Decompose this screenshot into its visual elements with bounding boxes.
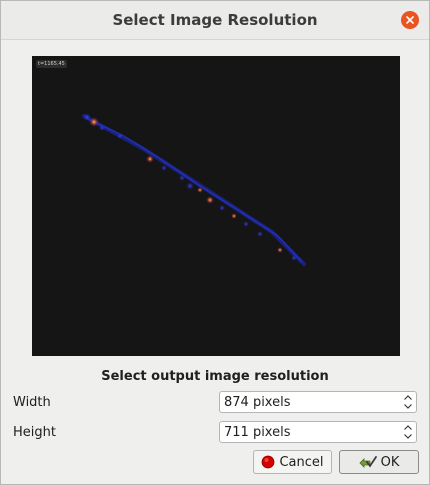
resolution-heading: Select output image resolution: [101, 369, 329, 384]
ok-icon: [359, 455, 377, 469]
ok-button[interactable]: OK: [339, 450, 419, 474]
width-decrement-button[interactable]: [402, 402, 414, 411]
dialog-content: t=1165.45 Select output image resolution…: [1, 40, 429, 484]
cancel-label: Cancel: [279, 454, 324, 470]
height-spinbox[interactable]: [219, 421, 417, 443]
chevron-up-icon: [404, 425, 412, 430]
width-increment-button[interactable]: [402, 393, 414, 402]
close-button[interactable]: [401, 11, 419, 29]
dialog-title: Select Image Resolution: [112, 11, 318, 29]
ok-label: OK: [380, 454, 400, 470]
cancel-icon: [261, 455, 275, 469]
height-input[interactable]: [222, 423, 400, 441]
chevron-up-icon: [404, 395, 412, 400]
time-label: t=1165.45: [36, 60, 67, 68]
height-decrement-button[interactable]: [402, 432, 414, 441]
preview-render: [82, 113, 306, 266]
title-bar[interactable]: Select Image Resolution: [1, 1, 429, 40]
chevron-down-icon: [404, 404, 412, 409]
width-input[interactable]: [222, 393, 400, 411]
cancel-button[interactable]: Cancel: [253, 450, 332, 474]
height-label: Height: [13, 425, 56, 440]
height-increment-button[interactable]: [402, 423, 414, 432]
image-preview: t=1165.45: [32, 56, 400, 356]
chevron-down-icon: [404, 434, 412, 439]
width-spin-arrows[interactable]: [402, 393, 414, 411]
close-icon: [406, 16, 414, 24]
height-spin-arrows[interactable]: [402, 423, 414, 441]
width-label: Width: [13, 395, 51, 410]
width-spinbox[interactable]: [219, 391, 417, 413]
